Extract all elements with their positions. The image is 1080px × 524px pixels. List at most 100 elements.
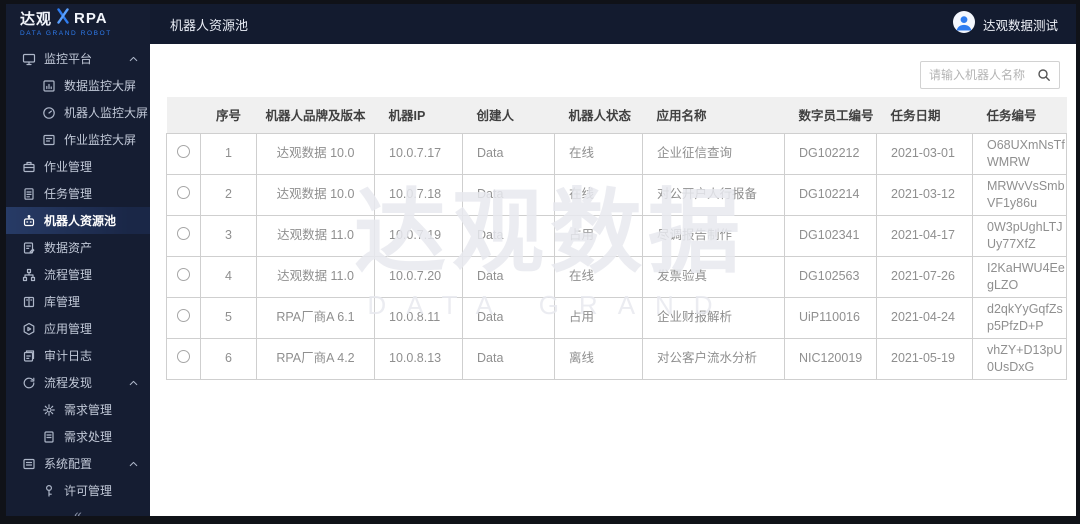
cell-brand: RPA厂商A 6.1 — [256, 296, 375, 339]
cell-creator: Data — [462, 255, 555, 298]
robot-search-input[interactable] — [929, 68, 1037, 82]
cell-serial: 2 — [200, 173, 257, 216]
topbar: 机器人资源池 达观数据测试 — [150, 4, 1076, 44]
user-name: 达观数据测试 — [982, 18, 1058, 33]
cell-task-id: d2qkYyGqfZsp5PfzD+P — [972, 296, 1067, 339]
audit-log-icon — [22, 349, 36, 363]
cell-status: 在线 — [554, 255, 643, 298]
sidebar-item-process-discovery[interactable]: 流程发现 — [6, 369, 150, 396]
sidebar-item-label: 系统配置 — [44, 457, 93, 471]
cell-task-id: vhZY+D13pU0UsDxG — [972, 337, 1067, 380]
cell-status: 在线 — [554, 173, 643, 216]
sidebar-item-requirement-processing[interactable]: 需求处理 — [6, 423, 150, 450]
sidebar-item-process-management[interactable]: 流程管理 — [6, 261, 150, 288]
sidebar-item-robot-monitor-screen[interactable]: 机器人监控大屏 — [6, 99, 150, 126]
chevron-up-icon — [129, 379, 138, 387]
cell-date: 2021-04-24 — [876, 296, 973, 339]
task-list-icon — [22, 187, 36, 201]
row-radio[interactable] — [177, 267, 190, 281]
briefcase-icon — [22, 160, 36, 174]
cell-status: 占用 — [554, 214, 643, 257]
data-screen-icon — [42, 79, 56, 93]
row-radio[interactable] — [177, 144, 190, 158]
doc-process-icon — [42, 430, 56, 444]
sidebar-item-license-management[interactable]: 许可管理 — [6, 477, 150, 504]
cell-app: 对公开户人行报备 — [642, 173, 785, 216]
sidebar-item-job-monitor-screen[interactable]: 作业监控大屏 — [6, 126, 150, 153]
data-asset-icon — [22, 241, 36, 255]
cell-date: 2021-04-17 — [876, 214, 973, 257]
user-menu[interactable]: 达观数据测试 — [952, 10, 1058, 38]
column-brand: 机器人品牌及版本 — [256, 97, 375, 133]
column-emp-id: 数字员工编号 — [784, 97, 877, 133]
cell-status: 离线 — [554, 337, 643, 380]
cell-emp-id: NIC120019 — [784, 337, 877, 380]
sidebar-item-label: 许可管理 — [64, 484, 113, 498]
sidebar-item-label: 机器人监控大屏 — [64, 106, 149, 120]
main-content: 序号 机器人品牌及版本 机器IP 创建人 机器人状态 应用名称 数字员工编号 任… — [150, 44, 1076, 516]
sidebar-item-requirement-management[interactable]: 需求管理 — [6, 396, 150, 423]
sidebar-item-label: 数据监控大屏 — [64, 79, 137, 93]
sidebar-item-job-management[interactable]: 作业管理 — [6, 153, 150, 180]
cell-emp-id: DG102212 — [784, 132, 877, 175]
table-row: 2 达观数据 10.0 10.0.7.18 Data 在线 对公开户人行报备 D… — [166, 173, 1067, 216]
cell-creator: Data — [462, 296, 555, 339]
cell-creator: Data — [462, 173, 555, 216]
table-header-row: 序号 机器人品牌及版本 机器IP 创建人 机器人状态 应用名称 数字员工编号 任… — [166, 97, 1067, 133]
discover-icon — [22, 376, 36, 390]
cell-task-id: MRWvVsSmbVF1y86u — [972, 173, 1067, 216]
cell-creator: Data — [462, 214, 555, 257]
monitor-icon — [22, 52, 36, 66]
sidebar-item-audit-logs[interactable]: 审计日志 — [6, 342, 150, 369]
cell-task-id: O68UXmNsTfWMRW — [972, 132, 1067, 175]
table-row: 5 RPA厂商A 6.1 10.0.8.11 Data 占用 企业财报解析 Ui… — [166, 296, 1067, 339]
key-icon — [42, 484, 56, 498]
gauge-icon — [42, 106, 56, 120]
job-screen-icon — [42, 133, 56, 147]
row-radio[interactable] — [177, 226, 190, 240]
row-radio[interactable] — [177, 349, 190, 363]
sidebar-collapse-button[interactable]: « — [74, 506, 82, 516]
robot-search-box — [920, 61, 1060, 89]
cell-date: 2021-07-26 — [876, 255, 973, 298]
sidebar-item-label: 需求管理 — [64, 403, 113, 417]
sidebar-item-system-config[interactable]: 系统配置 — [6, 450, 150, 477]
column-task-id: 任务编号 — [972, 97, 1067, 133]
row-radio[interactable] — [177, 185, 190, 199]
search-icon[interactable] — [1037, 68, 1051, 82]
cell-date: 2021-03-12 — [876, 173, 973, 216]
brand-logo: 达观 RPA DATA GRAND ROBOT — [6, 4, 150, 37]
sidebar-item-label: 数据资产 — [44, 241, 93, 255]
sidebar-item-library-management[interactable]: 库管理 — [6, 288, 150, 315]
cell-task-id: 0W3pUghLTJUy77XfZ — [972, 214, 1067, 257]
cell-status: 占用 — [554, 296, 643, 339]
cell-creator: Data — [462, 132, 555, 175]
column-status: 机器人状态 — [554, 97, 643, 133]
sidebar-item-label: 需求处理 — [64, 430, 113, 444]
sidebar-item-monitor-platform[interactable]: 监控平台 — [6, 45, 150, 72]
cell-app: 企业财报解析 — [642, 296, 785, 339]
row-radio[interactable] — [177, 308, 190, 322]
sidebar-item-robot-resource-pool[interactable]: 机器人资源池 — [6, 207, 150, 234]
sidebar-item-label: 流程管理 — [44, 268, 93, 282]
sidebar-item-data-monitor-screen[interactable]: 数据监控大屏 — [6, 72, 150, 99]
cell-serial: 4 — [200, 255, 257, 298]
cell-app: 对公客户流水分析 — [642, 337, 785, 380]
sidebar-item-task-management[interactable]: 任务管理 — [6, 180, 150, 207]
sidebar-item-label: 流程发现 — [44, 376, 93, 390]
cell-date: 2021-03-01 — [876, 132, 973, 175]
cell-brand: 达观数据 11.0 — [256, 214, 375, 257]
sidebar-item-label: 机器人资源池 — [44, 214, 117, 228]
sidebar-item-data-assets[interactable]: 数据资产 — [6, 234, 150, 261]
user-avatar — [952, 10, 975, 38]
sidebar-item-application-management[interactable]: 应用管理 — [6, 315, 150, 342]
column-serial: 序号 — [200, 97, 257, 133]
table-row: 4 达观数据 11.0 10.0.7.20 Data 在线 发票验真 DG102… — [166, 255, 1067, 298]
robot-icon — [22, 214, 36, 228]
logo-text-cn: 达观 — [20, 11, 53, 28]
app-window: 达观 RPA DATA GRAND ROBOT 监控平台 数据监控大屏 机器人监… — [6, 4, 1076, 516]
cell-ip: 10.0.7.18 — [374, 173, 463, 216]
cell-ip: 10.0.7.20 — [374, 255, 463, 298]
cell-creator: Data — [462, 337, 555, 380]
